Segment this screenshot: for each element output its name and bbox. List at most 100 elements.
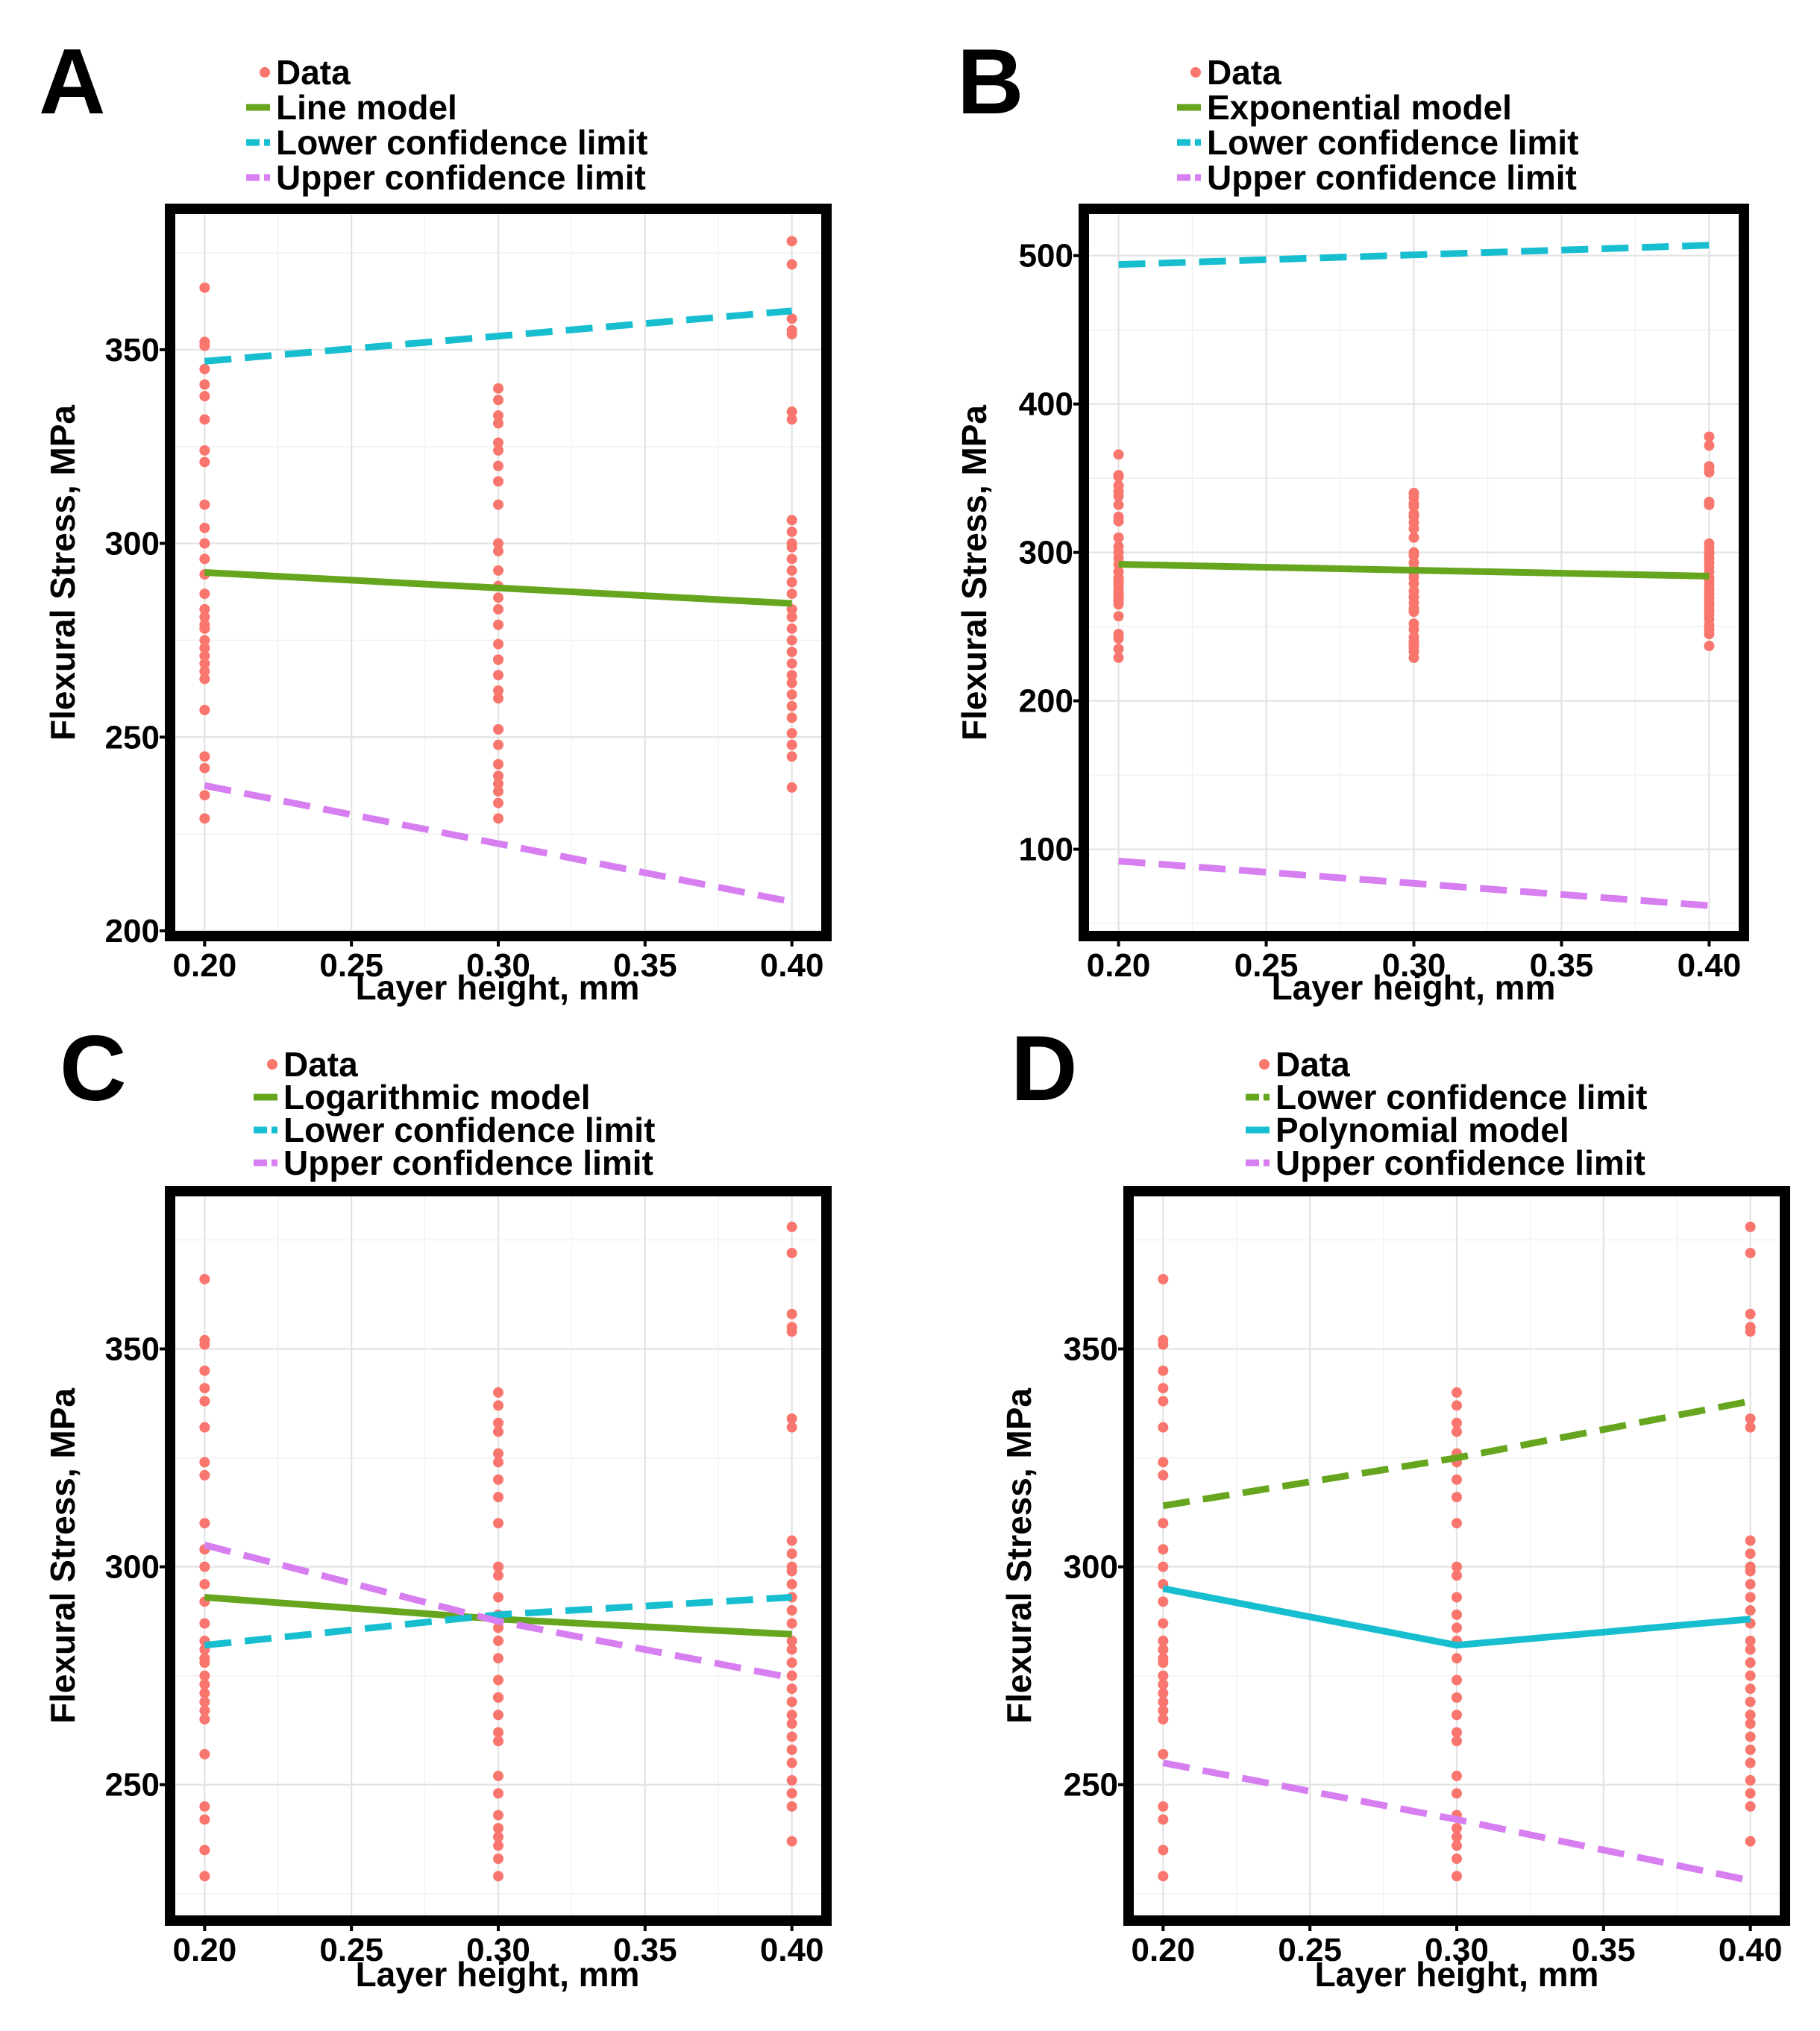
data-point — [199, 1457, 210, 1468]
legend-label: Lower confidence limit — [1275, 1078, 1647, 1117]
y-axis: 200 250 300 350 — [105, 332, 165, 949]
data-point — [1745, 1535, 1756, 1546]
dashed-line-lower-confidence-limit — [1118, 242, 1710, 269]
data-point — [786, 1221, 797, 1232]
data-point — [493, 739, 503, 750]
data-point — [199, 538, 210, 549]
dashed-line-lower-confidence-limit — [1162, 1398, 1751, 1510]
data-point — [786, 1710, 797, 1721]
data-point — [1408, 550, 1419, 561]
x-tick-label: 0.35 — [1530, 947, 1594, 984]
data-point — [786, 577, 797, 588]
data-point — [199, 603, 210, 615]
x-tick-label: 0.20 — [173, 947, 237, 984]
data-point — [1452, 1840, 1462, 1851]
data-point — [199, 1705, 210, 1716]
data-point — [786, 1326, 797, 1337]
data-point — [1408, 618, 1419, 630]
panel-letter: A — [39, 31, 106, 134]
data-point — [786, 1618, 797, 1629]
data-point — [199, 813, 210, 824]
data-point — [199, 635, 210, 646]
data-point — [1452, 1674, 1462, 1686]
legend-item: Upper confidence limit — [246, 158, 646, 197]
y-tick-label: 300 — [105, 1549, 160, 1586]
data-point — [1158, 1670, 1169, 1681]
x-axis: 0.20 0.25 0.30 0.35 0.40 — [173, 941, 823, 984]
legend-label: Data — [276, 53, 351, 92]
x-axis: 0.20 0.25 0.30 0.35 0.40 — [1132, 1926, 1782, 1968]
data-point — [493, 1635, 503, 1646]
data-point — [493, 1823, 503, 1834]
data-point — [493, 693, 503, 704]
y-tick-label: 200 — [105, 913, 160, 949]
data-point — [199, 1814, 210, 1825]
data-point — [493, 410, 503, 421]
data-point — [1745, 1788, 1756, 1799]
data-point — [493, 1518, 503, 1529]
legend-label: Upper confidence limit — [1207, 158, 1577, 197]
data-point — [493, 1622, 503, 1633]
y-tick-label: 300 — [105, 526, 160, 562]
data-point — [1452, 1592, 1462, 1603]
model-line-line-model — [204, 569, 792, 607]
data-point — [199, 1679, 210, 1690]
data-point — [786, 739, 797, 750]
data-point — [1158, 1714, 1169, 1725]
legend-item: Lower confidence limit — [246, 123, 647, 162]
data-point — [493, 545, 503, 556]
legend-label: Exponential model — [1207, 88, 1512, 127]
data-point — [786, 612, 797, 623]
data-point — [786, 658, 797, 669]
model-line-polynomial-model — [1162, 1585, 1751, 1649]
legend-item: Upper confidence limit — [1177, 158, 1577, 197]
x-tick-label: 0.30 — [1382, 947, 1446, 984]
data-point — [786, 1422, 797, 1433]
data-point — [199, 282, 210, 293]
data-point — [1408, 606, 1419, 618]
data-point — [493, 778, 503, 789]
data-point — [786, 728, 797, 739]
data-point — [493, 1674, 503, 1686]
y-axis-title: Flexural Stress, MPa — [1000, 1388, 1038, 1724]
data-point — [493, 723, 503, 735]
data-point — [786, 515, 797, 526]
data-point — [493, 654, 503, 665]
data-point — [1158, 1688, 1169, 1699]
data-point — [493, 1561, 503, 1572]
data-point — [1452, 1831, 1462, 1842]
legend-item: Logarithmic model — [254, 1078, 590, 1117]
data-point — [199, 1274, 210, 1285]
data-point — [199, 1618, 210, 1629]
data-point — [786, 689, 797, 700]
data-point — [786, 1657, 797, 1669]
legend-item: Line model — [246, 88, 457, 127]
data-point — [786, 542, 797, 553]
data-point — [1113, 566, 1124, 577]
y-tick-label: 250 — [1064, 1767, 1118, 1804]
data-point — [1158, 1696, 1169, 1707]
data-point — [786, 1774, 797, 1786]
y-tick-label: 300 — [1064, 1549, 1118, 1586]
y-tick-label: 200 — [1019, 683, 1073, 720]
data-point — [786, 526, 797, 537]
data-point — [1113, 471, 1124, 483]
data-point — [1745, 1592, 1756, 1603]
data-point — [199, 665, 210, 677]
y-axis: 250 300 350 — [1064, 1331, 1123, 1804]
data-point — [786, 1548, 797, 1560]
data-point — [493, 1788, 503, 1799]
data-point — [493, 1653, 503, 1664]
data-point — [786, 1247, 797, 1258]
data-point — [786, 751, 797, 762]
y-tick-label: 100 — [1019, 832, 1073, 868]
data-point — [1452, 1492, 1462, 1503]
data-point — [786, 259, 797, 270]
data-point — [199, 1714, 210, 1725]
data-point — [1158, 1365, 1169, 1376]
data-point — [199, 790, 210, 801]
